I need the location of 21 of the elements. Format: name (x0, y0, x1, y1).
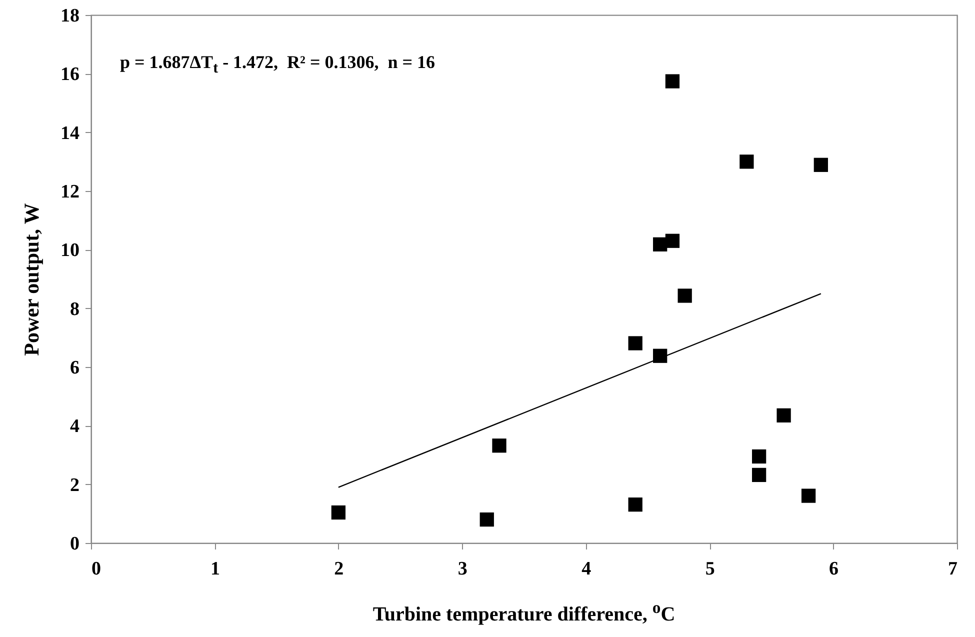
x-tick-label: 2 (334, 558, 344, 580)
y-tick-label: 16 (60, 64, 80, 86)
x-tick-label: 3 (458, 558, 468, 580)
x-tick-label: 1 (210, 558, 220, 580)
x-tick-label: 0 (92, 558, 101, 580)
x-tick-label: 5 (705, 558, 715, 580)
y-tick-label: 6 (70, 358, 80, 378)
y-tick-label: 8 (70, 298, 80, 320)
y-tick-label: 12 (60, 182, 80, 202)
x-tick-label: 7 (948, 558, 958, 580)
y-tick-label: 18 (60, 6, 80, 26)
y-tick-label: 10 (60, 240, 80, 262)
y-axis-title: Power output, W (20, 203, 44, 356)
y-tick-label: 2 (70, 474, 80, 496)
x-tick-label: 4 (582, 558, 592, 580)
annotation: p = 1.687ΔT$_{t}$ - 1.472, R² = 0.1306, n = 16 (120, 52, 435, 78)
x-tick-label: 6 (829, 558, 839, 580)
y-tick-label: 14 (60, 122, 80, 144)
x-axis-title: Turbine temperature difference, $^{o}$C (372, 598, 676, 627)
y-tick-label: 4 (70, 416, 80, 438)
y-tick-label: 0 (70, 534, 80, 554)
